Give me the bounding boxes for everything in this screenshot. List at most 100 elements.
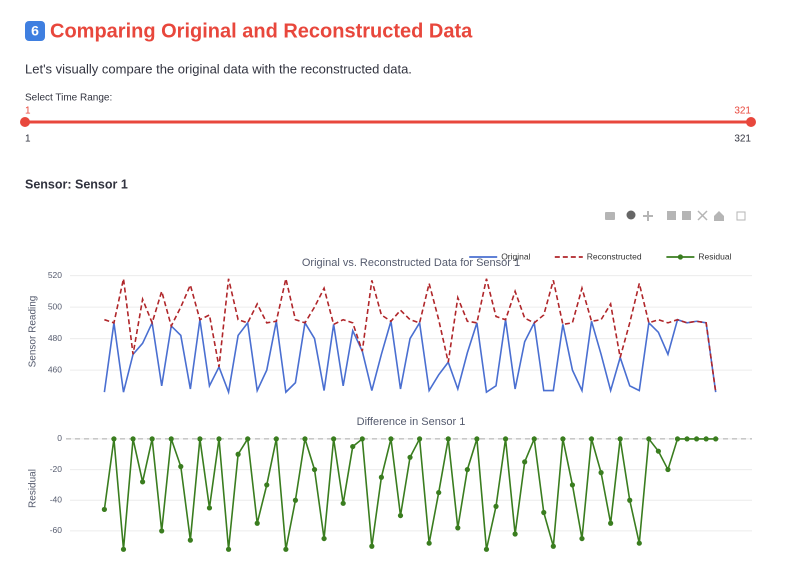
series-marker: [397, 512, 404, 519]
tool-zoom[interactable]: [626, 210, 636, 220]
y-tick-label: 0: [57, 433, 62, 443]
series-marker: [569, 482, 576, 488]
series-marker: [627, 497, 633, 503]
y-tick-label: -20: [50, 464, 63, 474]
series-marker: [149, 436, 155, 442]
series-marker: [560, 436, 566, 442]
series-marker: [436, 489, 442, 496]
tool-camera[interactable]: [605, 212, 615, 220]
series-line: [103, 318, 717, 396]
series-marker: [464, 466, 470, 473]
slider-label: Select Time Range:: [25, 93, 112, 104]
series-marker: [292, 497, 299, 503]
tool-fullscreen[interactable]: [736, 211, 746, 221]
series-marker: [388, 436, 394, 442]
series-marker: [502, 436, 509, 442]
legend-label: Original: [501, 251, 530, 261]
series-marker: [311, 466, 318, 473]
series-marker: [283, 546, 289, 552]
series-line: [104, 278, 717, 393]
y-tick-label: 520: [48, 270, 62, 280]
series-marker: [512, 531, 518, 537]
series-marker: [617, 436, 623, 442]
sensor-label: Sensor: Sensor 1: [25, 177, 128, 191]
series-marker: [216, 436, 222, 442]
y-tick-label: -40: [50, 495, 63, 505]
tool-reset[interactable]: [714, 211, 724, 221]
tool-zoom-out[interactable]: [682, 211, 691, 220]
tool-autoscale[interactable]: [697, 210, 708, 221]
series-marker: [579, 535, 585, 542]
series-marker: [245, 436, 251, 442]
y-tick-label: -60: [50, 525, 63, 535]
series-marker: [235, 451, 241, 457]
series-marker: [111, 436, 117, 442]
series-marker: [608, 520, 614, 526]
series-marker: [684, 436, 690, 442]
series-marker: [522, 459, 528, 465]
series-marker: [225, 546, 232, 552]
legend-label: Reconstructed: [587, 251, 642, 261]
series-marker: [254, 520, 260, 526]
series-marker: [674, 436, 681, 442]
page-title: Comparing Original and Reconstructed Dat…: [50, 20, 473, 42]
toolbar: [605, 210, 746, 221]
series-marker: [120, 546, 127, 552]
series-marker: [340, 500, 346, 506]
series-marker: [598, 470, 604, 476]
series-marker: [665, 466, 671, 473]
series-marker: [197, 436, 203, 442]
series-marker: [159, 528, 165, 534]
series-marker: [378, 474, 384, 480]
series-marker: [359, 436, 365, 442]
y-tick-label: 500: [48, 301, 62, 311]
series-marker: [713, 436, 719, 442]
y-axis-label: Sensor Reading: [28, 296, 39, 368]
series-marker: [321, 535, 327, 542]
y-axis-label: Residual: [28, 469, 39, 508]
series-marker: [588, 436, 595, 442]
series-marker: [273, 436, 279, 442]
series-marker: [302, 436, 308, 442]
series-marker: [178, 463, 184, 470]
chart-title: Difference in Sensor 1: [357, 416, 466, 428]
series-marker: [426, 540, 432, 546]
slider-handle[interactable]: [20, 117, 30, 127]
caption: Let's visually compare the original data…: [25, 61, 412, 76]
series-marker: [445, 436, 451, 442]
title-icon-box: [25, 21, 45, 41]
series-marker: [187, 537, 193, 543]
series-marker: [369, 543, 375, 549]
y-tick-label: 460: [48, 364, 62, 374]
series-marker: [416, 436, 423, 442]
tool-zoom-in[interactable]: [667, 211, 676, 220]
series-marker: [646, 436, 652, 442]
tool-pan[interactable]: [643, 211, 653, 221]
series-marker: [703, 436, 709, 442]
series-marker: [636, 540, 642, 546]
y-tick-label: 480: [48, 333, 62, 343]
title-icon: 6: [31, 23, 39, 39]
slider-max: 321: [734, 134, 751, 145]
series-marker: [531, 436, 537, 442]
slider-value: 321: [734, 106, 751, 117]
slider-value: 1: [25, 106, 31, 117]
series-marker: [474, 436, 480, 442]
series-marker: [541, 509, 547, 516]
series-marker: [139, 479, 146, 485]
legend-label: Residual: [698, 251, 731, 261]
legend-marker: [677, 254, 684, 260]
series-marker: [483, 546, 490, 552]
series-marker: [655, 448, 661, 454]
series-marker: [493, 503, 499, 509]
series-marker: [407, 454, 413, 460]
series-marker: [168, 436, 174, 442]
series-marker: [550, 543, 556, 549]
slider-handle[interactable]: [746, 117, 756, 127]
series-marker: [130, 436, 136, 442]
series-marker: [350, 443, 356, 450]
slider-min: 1: [25, 134, 31, 145]
series-marker: [206, 505, 213, 511]
